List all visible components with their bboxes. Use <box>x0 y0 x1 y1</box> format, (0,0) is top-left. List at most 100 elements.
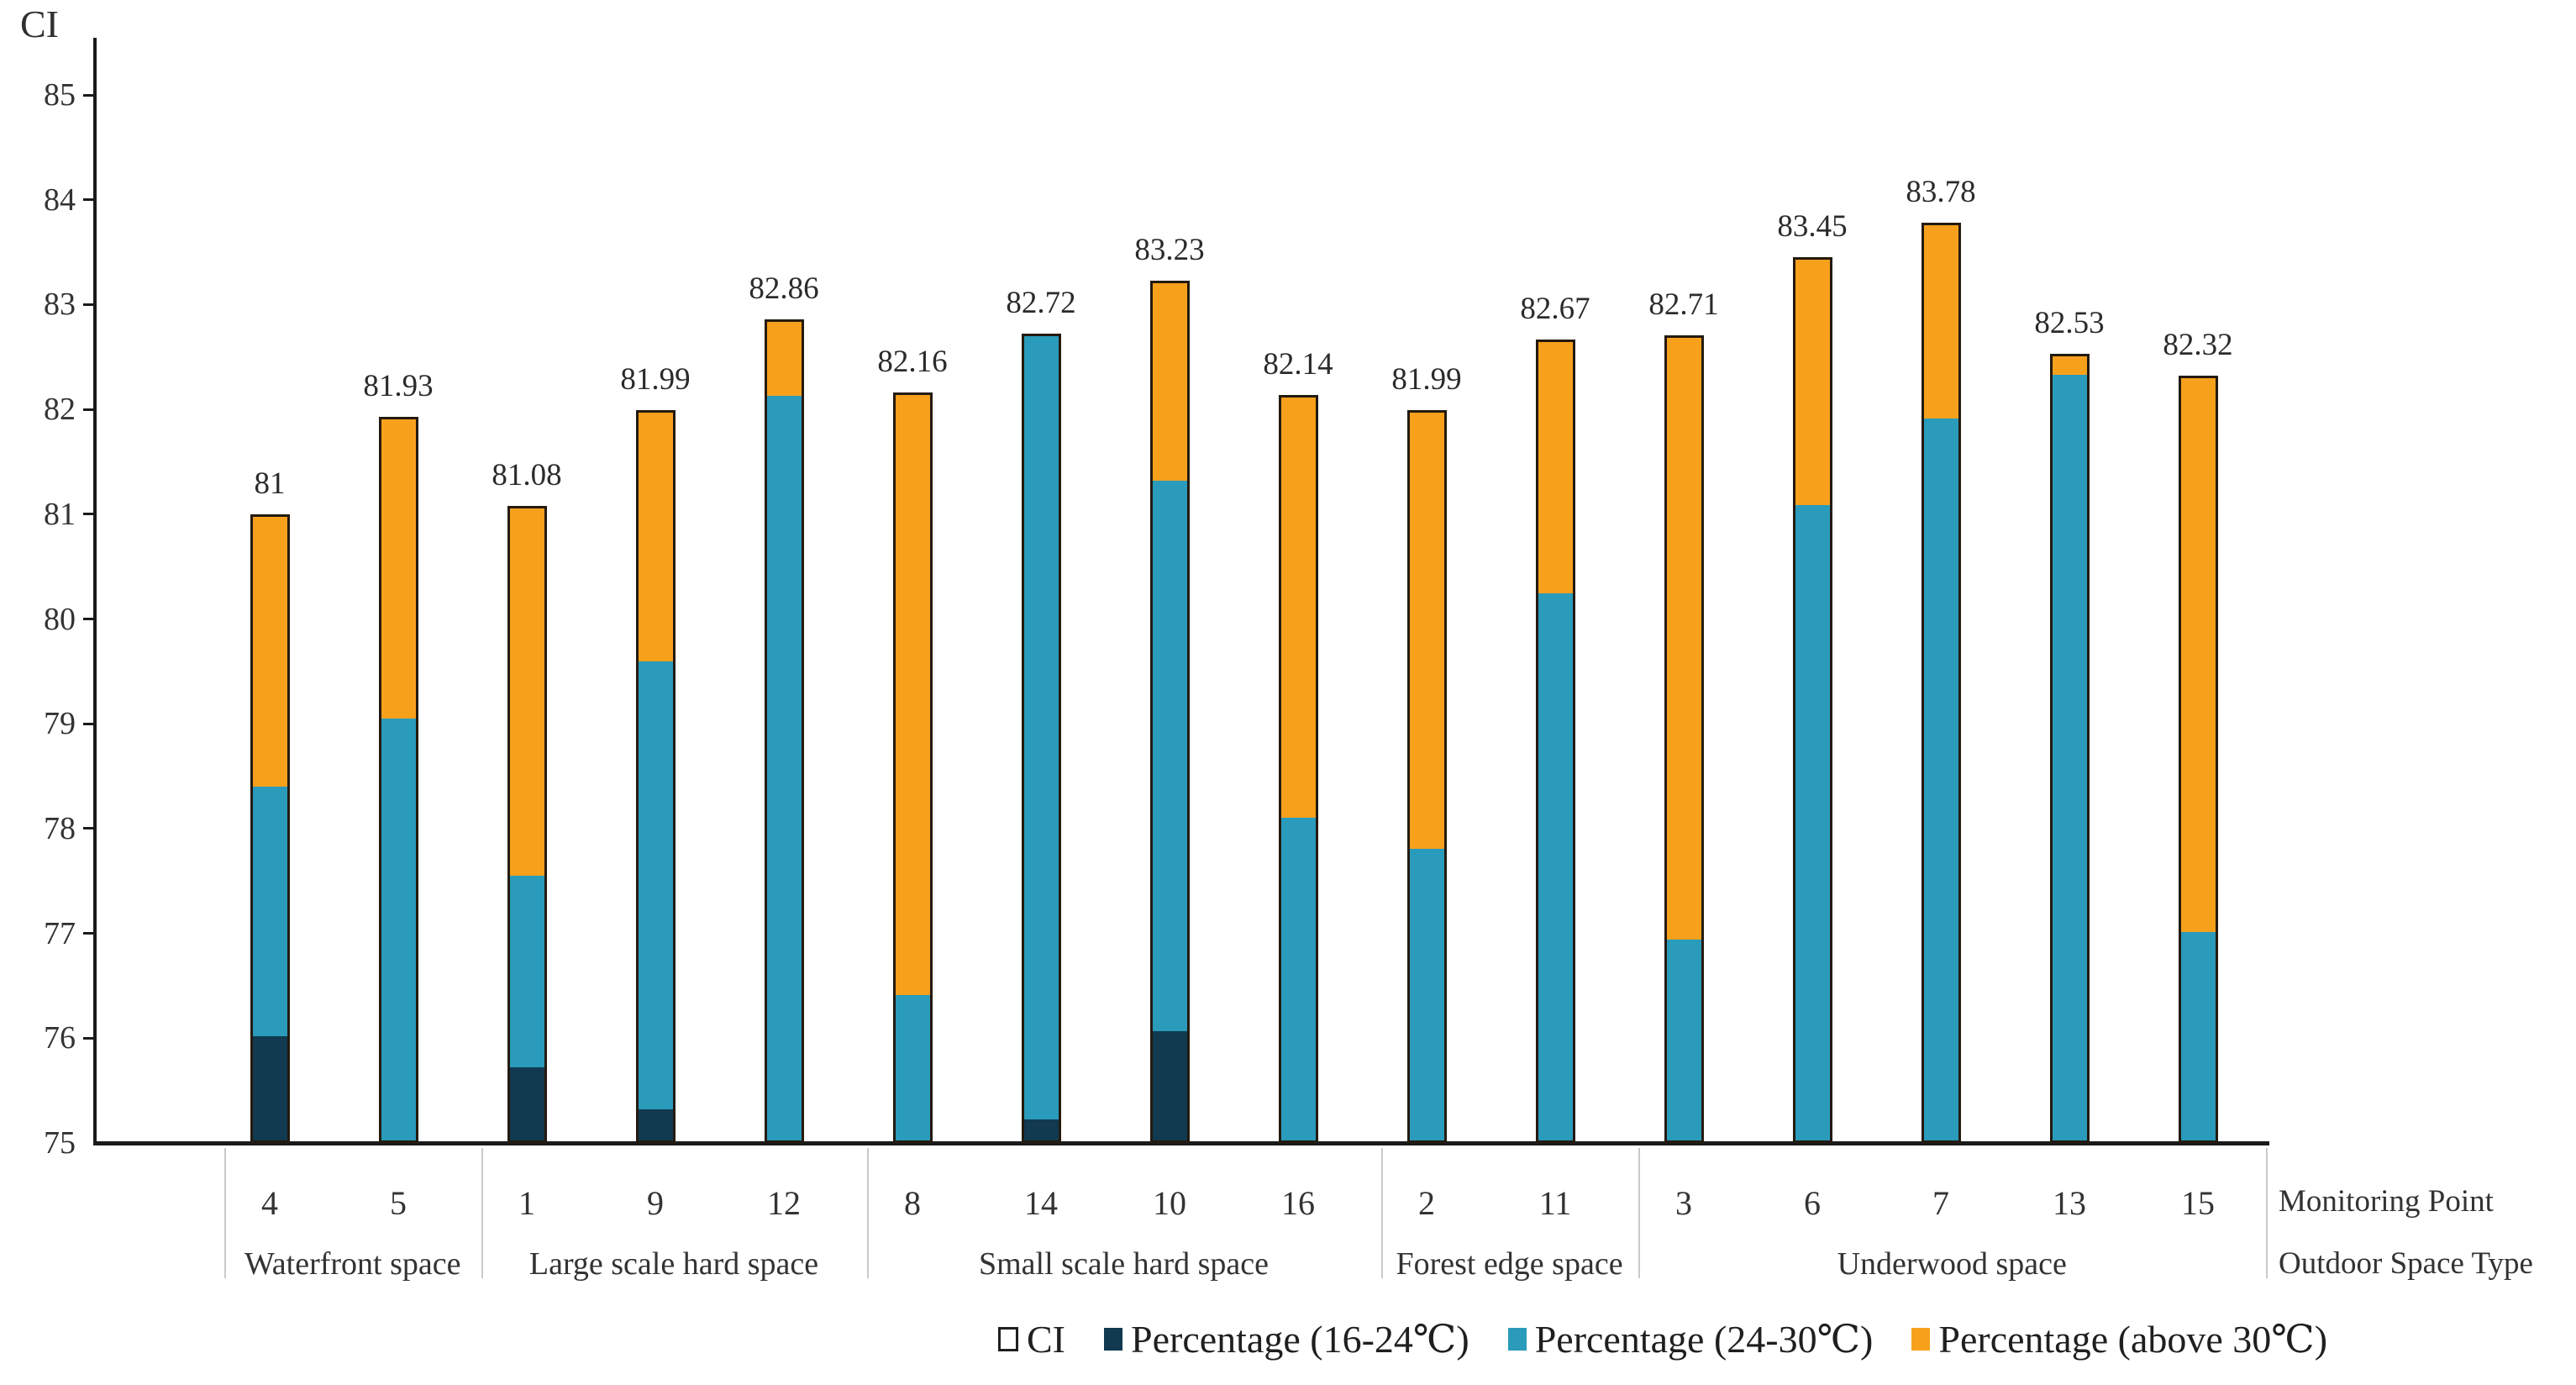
x-number-label: 11 <box>1538 1184 1572 1222</box>
y-tick-mark <box>83 932 94 935</box>
bar-monitoring-point-10 <box>1149 280 1190 1143</box>
y-tick-label: 84 <box>44 182 76 218</box>
bar-segment-above-30 <box>1409 413 1444 850</box>
bar-segment-24-30 <box>1923 418 1958 1140</box>
legend-label: CI <box>1027 1317 1065 1361</box>
bar-value-label: 82.67 <box>1520 291 1590 326</box>
group-label: Waterfront space <box>244 1246 461 1282</box>
y-tick-label: 81 <box>44 496 76 532</box>
legend-label: Percentage (24-30℃) <box>1534 1318 1874 1361</box>
x-number-label: 8 <box>904 1184 921 1222</box>
bar-value-label: 82.72 <box>1006 286 1076 321</box>
x-number-label: 13 <box>2053 1184 2086 1222</box>
x-number-label: 7 <box>1932 1184 1949 1222</box>
bar-segment-16-24 <box>1023 1119 1059 1140</box>
bar-segment-above-30 <box>1538 341 1573 594</box>
bar-monitoring-point-11 <box>1535 339 1575 1143</box>
legend-swatch-icon <box>1507 1327 1527 1351</box>
y-tick-mark <box>83 827 94 830</box>
legend-item: CI <box>998 1317 1065 1361</box>
y-tick-label: 80 <box>44 601 76 637</box>
y-axis-title: CI <box>20 3 59 45</box>
legend-item: Percentage (24-30℃) <box>1507 1316 1874 1361</box>
bar-monitoring-point-12 <box>764 319 804 1143</box>
y-tick-mark <box>83 1036 94 1040</box>
bar-monitoring-point-4 <box>250 513 290 1143</box>
legend-item: Percentage (above 30℃) <box>1911 1316 2327 1361</box>
x-axis-row1-title: Monitoring Point <box>2279 1184 2494 1219</box>
legend-swatch-icon <box>1911 1327 1931 1351</box>
x-number-label: 12 <box>767 1184 801 1222</box>
x-number-label: 14 <box>1024 1184 1058 1222</box>
bar-value-label: 83.45 <box>1777 209 1848 245</box>
legend-label: Percentage (16-24℃) <box>1131 1318 1469 1361</box>
x-number-label: 15 <box>2181 1184 2215 1222</box>
y-tick-label: 79 <box>44 706 76 742</box>
y-tick-label: 76 <box>44 1020 76 1056</box>
x-number-label: 6 <box>1804 1184 1821 1222</box>
bar-segment-above-30 <box>2180 378 2216 933</box>
x-number-label: 3 <box>1675 1184 1692 1222</box>
y-tick-label: 78 <box>44 810 76 846</box>
group-label: Small scale hard space <box>978 1246 1270 1282</box>
y-tick-label: 75 <box>44 1125 76 1161</box>
group-label: Underwood space <box>1837 1246 2067 1282</box>
bar-monitoring-point-8 <box>892 392 933 1143</box>
bar-segment-24-30 <box>1023 336 1059 1120</box>
bar-segment-above-30 <box>1923 225 1958 419</box>
group-divider <box>1380 1148 1383 1278</box>
bar-value-label: 81.99 <box>620 362 691 398</box>
group-divider <box>866 1148 869 1278</box>
group-divider <box>1638 1148 1640 1278</box>
x-number-label: 9 <box>647 1184 664 1222</box>
y-tick-mark <box>83 303 94 306</box>
bar-value-label: 82.71 <box>1648 287 1719 322</box>
bar-value-label: 83.23 <box>1134 232 1205 267</box>
x-number-label: 10 <box>1153 1184 1186 1222</box>
bar-segment-24-30 <box>381 719 416 1140</box>
bar-value-label: 81.99 <box>1391 362 1462 398</box>
y-tick-label: 82 <box>44 392 76 428</box>
legend-swatch-icon <box>1104 1327 1122 1351</box>
bar-segment-24-30 <box>895 994 930 1140</box>
x-axis-row2-title: Outdoor Space Type <box>2279 1246 2533 1281</box>
bar-segment-24-30 <box>2180 932 2216 1140</box>
x-number-label: 1 <box>518 1184 535 1222</box>
y-tick-mark <box>83 722 94 725</box>
bar-segment-24-30 <box>1409 849 1444 1140</box>
legend-swatch-icon <box>998 1326 1018 1351</box>
bar-segment-above-30 <box>381 419 416 719</box>
bar-segment-above-30 <box>766 321 802 396</box>
bar-segment-above-30 <box>1666 337 1701 940</box>
bar-value-label: 82.14 <box>1263 346 1333 382</box>
x-number-label: 5 <box>390 1184 407 1222</box>
bar-segment-above-30 <box>895 395 930 995</box>
y-tick-mark <box>83 618 94 620</box>
bar-segment-above-30 <box>1152 282 1187 482</box>
bar-segment-above-30 <box>638 413 673 662</box>
y-tick-mark <box>83 93 94 97</box>
bar-value-label: 81.08 <box>492 457 562 492</box>
bar-monitoring-point-3 <box>1664 334 1704 1143</box>
bar-value-label: 82.86 <box>749 271 819 306</box>
bar-value-label: 82.16 <box>877 345 948 380</box>
bar-value-label: 82.32 <box>2163 328 2233 363</box>
bar-value-label: 81.93 <box>363 368 434 403</box>
bar-monitoring-point-13 <box>2049 354 2090 1143</box>
bar-segment-24-30 <box>1666 939 1701 1140</box>
bar-segment-16-24 <box>1152 1030 1187 1140</box>
y-axis-line <box>93 38 97 1145</box>
bar-monitoring-point-1 <box>507 505 547 1143</box>
x-number-label: 2 <box>1418 1184 1435 1222</box>
legend-item: Percentage (16-24℃) <box>1104 1316 1469 1361</box>
group-divider <box>224 1148 226 1278</box>
bar-segment-24-30 <box>509 875 544 1068</box>
x-axis-line <box>93 1141 2269 1145</box>
bar-segment-16-24 <box>638 1109 673 1140</box>
bar-segment-24-30 <box>1538 593 1573 1140</box>
bar-segment-24-30 <box>766 395 802 1140</box>
bar-value-label: 82.53 <box>2034 306 2105 340</box>
bar-monitoring-point-5 <box>378 416 418 1143</box>
bar-segment-above-30 <box>1795 260 1830 505</box>
